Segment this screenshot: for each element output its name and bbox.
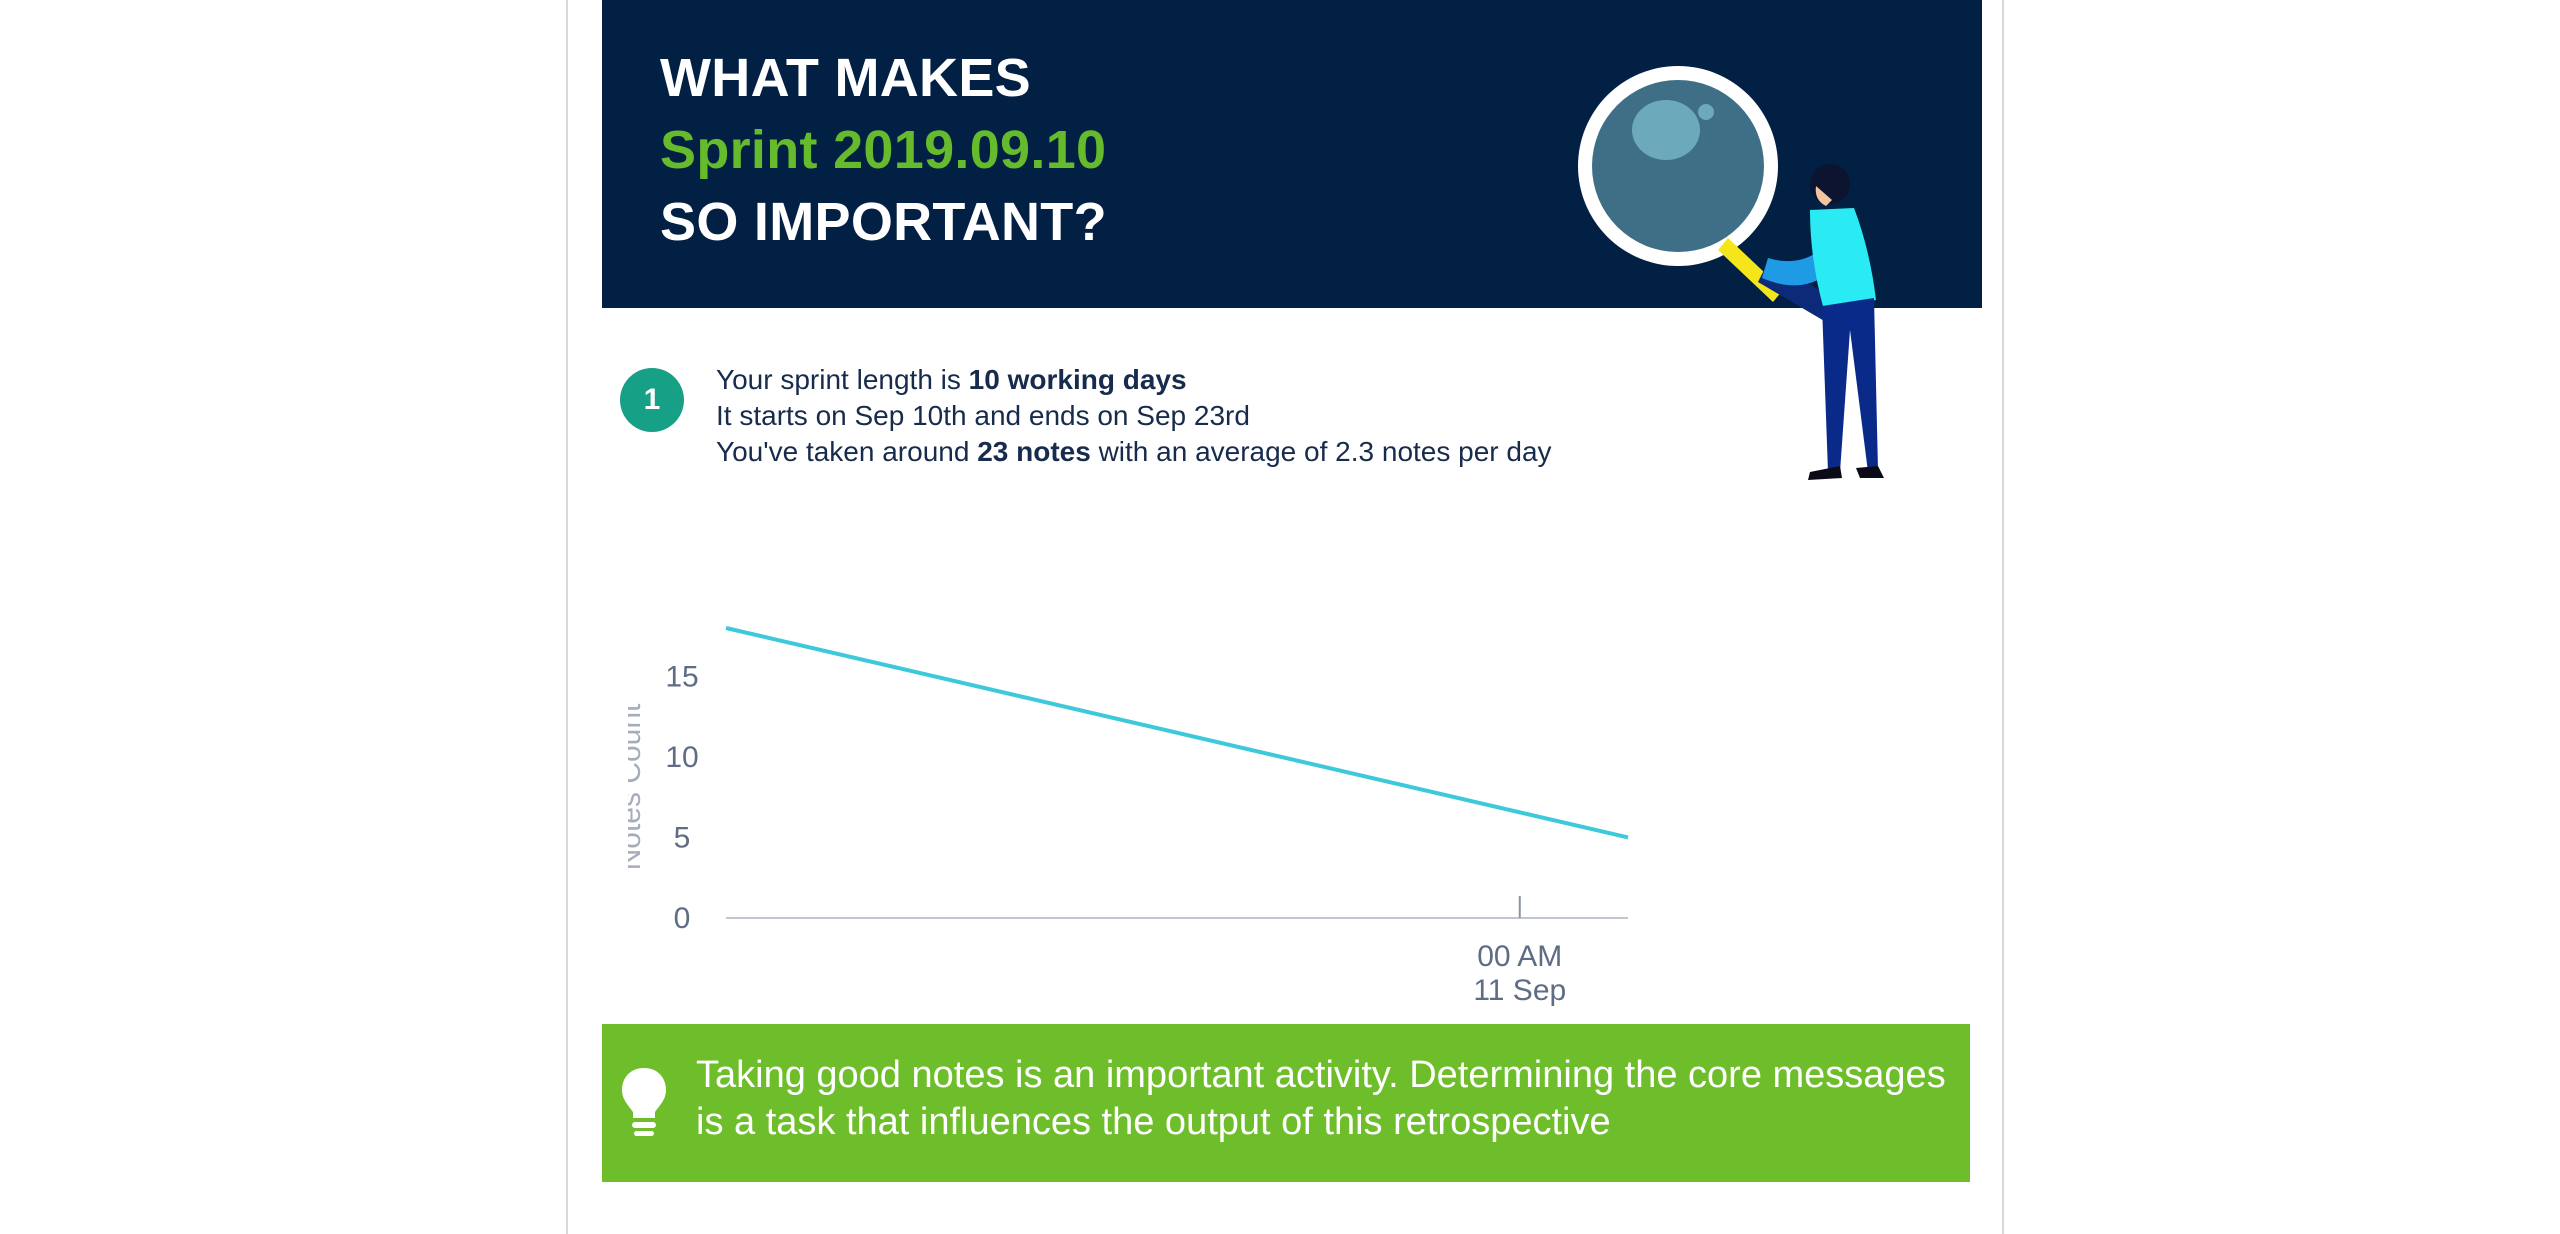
hero-title-line-3: SO IMPORTANT? (660, 192, 1107, 252)
person-head (1810, 164, 1850, 204)
sprint-length-line: Your sprint length is 10 working days (716, 362, 1552, 398)
tip-banner: Taking good notes is an important activi… (602, 1024, 1970, 1182)
lightbulb-icon (622, 1068, 666, 1136)
hero-title-line-1: WHAT MAKES (660, 48, 1031, 108)
sprint-stats: 1 Your sprint length is 10 working days … (620, 362, 1720, 492)
series-line (725, 626, 1629, 840)
sprint-length-prefix: Your sprint length is (716, 364, 969, 395)
y-tick-label: 10 (665, 741, 698, 774)
hero-title: WHAT MAKES Sprint 2019.09.10 SO IMPORTAN… (660, 42, 1107, 258)
y-tick-label: 15 (665, 660, 698, 693)
x-tick-label: 11 Sep (1473, 974, 1566, 1007)
y-axis-title: Notes Count (628, 703, 647, 870)
step-number-badge: 1 (620, 368, 684, 432)
y-tick-label: 5 (674, 821, 691, 854)
notes-count-chart: 0 5 10 15 Notes Count 00 AM 11 Sep (628, 600, 1728, 1020)
notes-count-suffix: with an average of 2.3 notes per day (1090, 436, 1552, 467)
lens-highlight (1632, 100, 1700, 160)
x-tick-label: 00 AM (1477, 940, 1562, 973)
sprint-length-value: 10 working days (968, 364, 1187, 395)
stats-text: Your sprint length is 10 working days It… (716, 362, 1552, 470)
lens-highlight-small (1698, 104, 1714, 120)
y-tick-label: 0 (674, 902, 691, 935)
report-column: WHAT MAKES Sprint 2019.09.10 SO IMPORTAN… (566, 0, 2004, 1234)
tip-text: Taking good notes is an important activi… (696, 1054, 1946, 1143)
sprint-name: Sprint 2019.09.10 (660, 120, 1107, 180)
notes-count-line: You've taken around 23 notes with an ave… (716, 434, 1552, 470)
notes-count-prefix: You've taken around (716, 436, 978, 467)
notes-count-value: 23 notes (977, 436, 1091, 467)
person-torso (1810, 208, 1876, 310)
sprint-dates-line: It starts on Sep 10th and ends on Sep 23… (716, 400, 1250, 431)
magnifying-glass-person-illustration (1578, 66, 1884, 480)
person-legs (1822, 298, 1878, 472)
